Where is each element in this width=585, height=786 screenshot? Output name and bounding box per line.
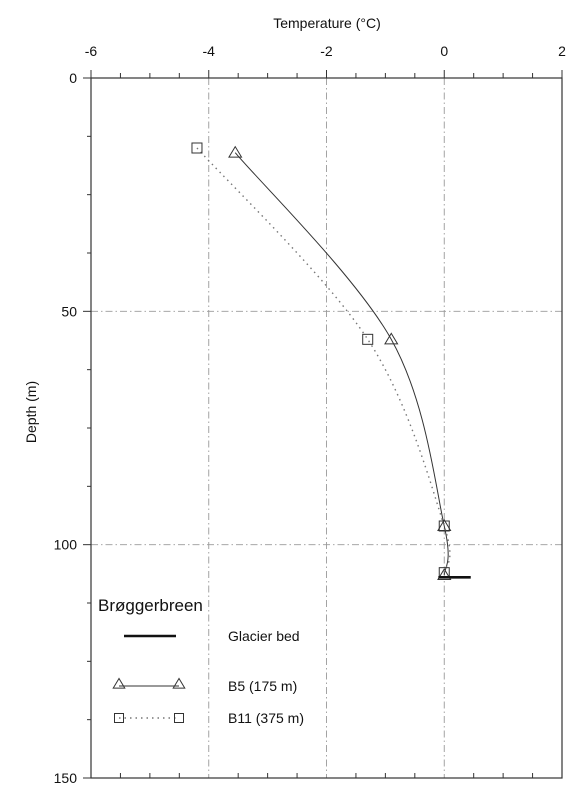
legend-item-b5: B5 (175 m)	[112, 677, 297, 694]
x-tick-label: 0	[440, 43, 448, 59]
legend-marker-b5	[112, 677, 126, 689]
data-point-b5	[384, 332, 399, 345]
series-b11	[191, 142, 451, 579]
legend-label-b5: B5 (175 m)	[228, 678, 297, 694]
x-tick-label: -2	[320, 43, 333, 59]
y-tick-label: 100	[54, 537, 78, 553]
y-tick-label: 150	[54, 770, 78, 786]
legend-marker-b5	[172, 677, 186, 689]
series-b5	[228, 145, 452, 580]
legend: Brøggerbreen Glacier bed B5 (175 m) B11 (3…	[98, 596, 304, 726]
y-tick-label: 0	[69, 70, 77, 86]
data-point-b11	[191, 142, 203, 154]
legend-label-b11: B11 (375 m)	[228, 710, 304, 726]
data-point-b11	[362, 333, 374, 345]
x-tick-label: 2	[558, 43, 566, 59]
legend-title: Brøggerbreen	[98, 596, 203, 615]
grid	[90, 77, 563, 779]
y-tick-label: 50	[61, 303, 77, 319]
x-axis-title: Temperature (°C)	[273, 15, 381, 31]
legend-marker-b11	[174, 713, 184, 723]
series-line-b5	[234, 152, 449, 576]
legend-item-bed: Glacier bed	[124, 628, 300, 644]
data-point-b5	[437, 568, 452, 580]
axes: Temperature (°C) Depth (m) -6 -4 -2 0 2 0 50 10…	[23, 15, 566, 786]
legend-marker-b11	[114, 713, 124, 723]
data-point-b11	[438, 520, 450, 532]
legend-item-b11: B11 (375 m)	[114, 710, 304, 726]
data-point-b5	[228, 145, 243, 158]
series-line-b11	[196, 147, 451, 573]
y-axis-title: Depth (m)	[23, 381, 39, 443]
series-layer	[191, 142, 471, 580]
x-tick-label: -6	[85, 43, 98, 59]
x-tick-label: -4	[203, 43, 216, 59]
legend-label-bed: Glacier bed	[228, 628, 300, 644]
